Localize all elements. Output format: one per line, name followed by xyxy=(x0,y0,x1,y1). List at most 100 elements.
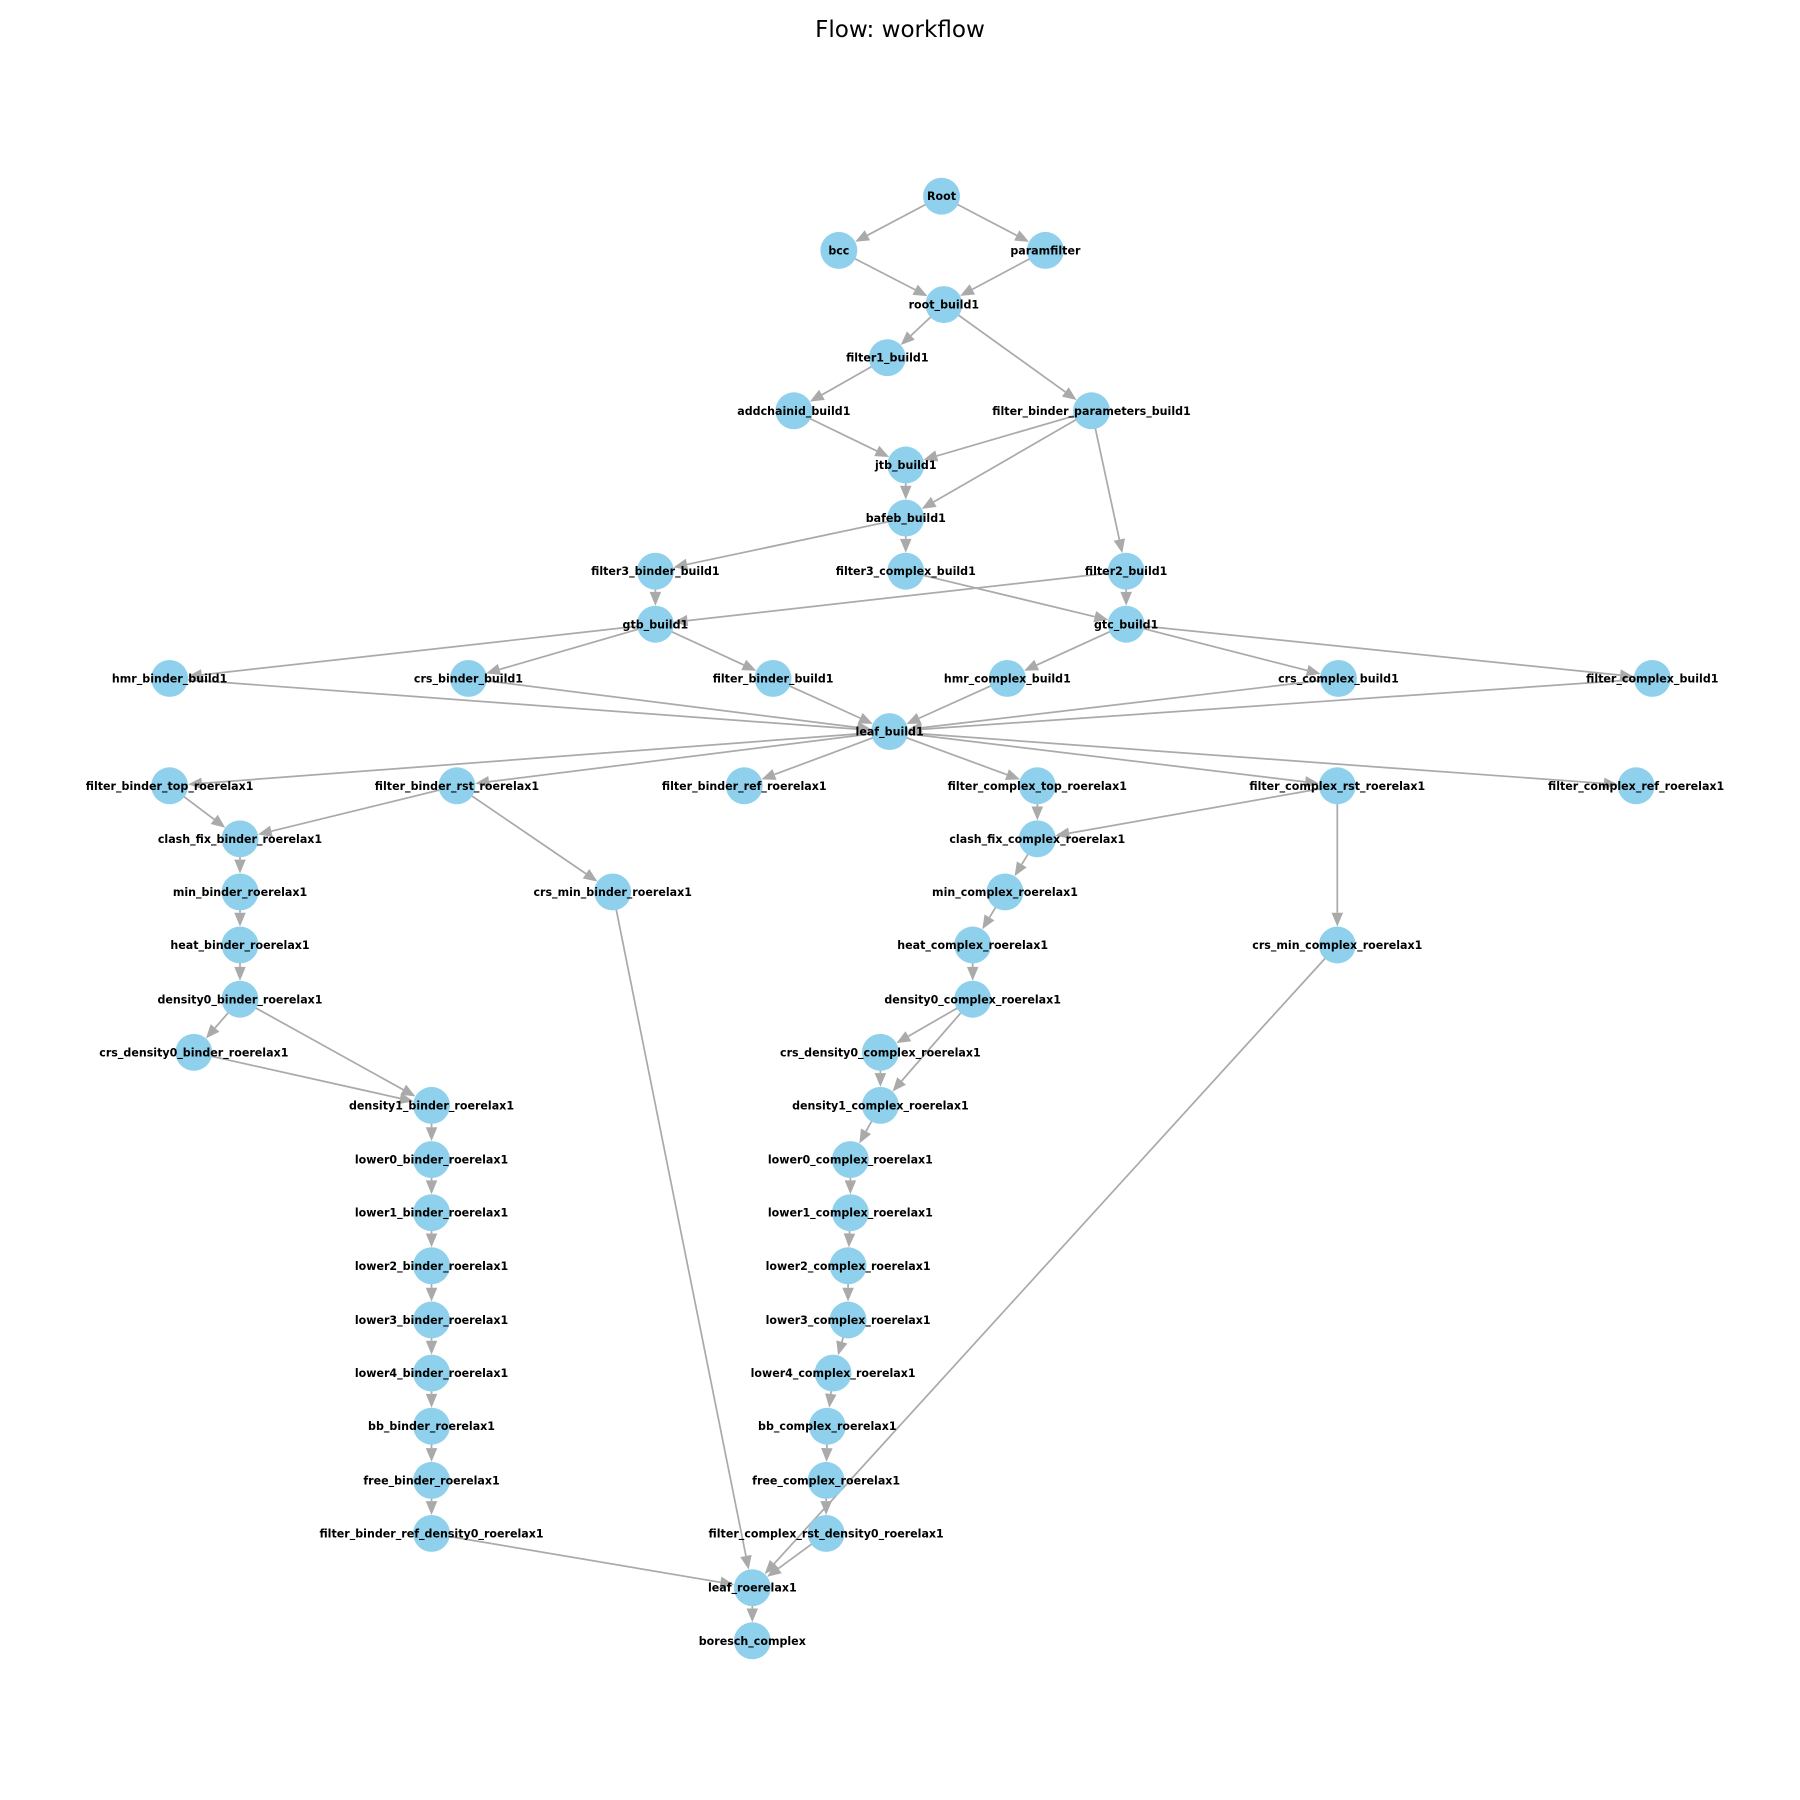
arrowhead-icon xyxy=(1014,861,1027,877)
edge-crs_density0_binder_roerelax1-to-density1_binder_roerelax1 xyxy=(193,1051,401,1100)
node-label-filter_binder_top_roerelax1: filter_binder_top_roerelax1 xyxy=(86,780,254,793)
node-lower2_binder_roerelax1[interactable] xyxy=(413,1247,450,1285)
node-label-min_complex_roerelax1: min_complex_roerelax1 xyxy=(932,886,1078,899)
node-filter_binder_build1[interactable] xyxy=(754,660,792,697)
node-lower2_complex_roerelax1[interactable] xyxy=(829,1247,867,1285)
edge-filter_complex_rst_roerelax1-to-clash_fix_complex_roerelax1 xyxy=(1068,784,1338,835)
node-filter_complex_build1[interactable] xyxy=(1633,660,1671,697)
node-density0_complex_roerelax1[interactable] xyxy=(954,980,992,1018)
node-addchainid_build1[interactable] xyxy=(775,392,813,430)
node-bb_binder_roerelax1[interactable] xyxy=(413,1407,450,1445)
node-label-filter_binder_ref_density0_roerelax1: filter_binder_ref_density0_roerelax1 xyxy=(319,1528,543,1541)
node-min_complex_roerelax1[interactable] xyxy=(986,873,1024,911)
node-lower0_complex_roerelax1[interactable] xyxy=(831,1141,869,1179)
node-filter3_binder_build1[interactable] xyxy=(636,552,674,590)
arrowhead-icon xyxy=(1061,387,1077,400)
node-filter_binder_ref_roerelax1[interactable] xyxy=(725,767,763,805)
node-jtb_build1[interactable] xyxy=(887,446,925,484)
node-filter_binder_ref_density0_roerelax1[interactable] xyxy=(413,1515,450,1552)
node-label-crs_min_binder_roerelax1: crs_min_binder_roerelax1 xyxy=(533,886,691,899)
node-hmr_complex_build1[interactable] xyxy=(988,660,1026,697)
node-filter_binder_top_roerelax1[interactable] xyxy=(151,767,189,805)
node-label-root_build1: root_build1 xyxy=(909,299,979,312)
arrowhead-icon xyxy=(844,1180,857,1195)
arrowhead-icon xyxy=(400,1084,416,1097)
node-label-lower3_complex_roerelax1: lower3_complex_roerelax1 xyxy=(766,1314,931,1327)
node-heat_complex_roerelax1[interactable] xyxy=(954,926,992,964)
node-lower3_binder_roerelax1[interactable] xyxy=(413,1301,450,1339)
arrowhead-icon xyxy=(425,1448,438,1462)
node-crs_density0_binder_roerelax1[interactable] xyxy=(175,1033,213,1071)
node-hmr_binder_build1[interactable] xyxy=(151,660,189,697)
node-crs_density0_complex_roerelax1[interactable] xyxy=(861,1033,899,1071)
node-label-clash_fix_complex_roerelax1: clash_fix_complex_roerelax1 xyxy=(949,833,1125,846)
node-filter2_build1[interactable] xyxy=(1107,552,1145,590)
node-crs_binder_build1[interactable] xyxy=(450,660,487,697)
node-gtb_build1[interactable] xyxy=(636,605,674,643)
arrowhead-icon xyxy=(1619,669,1634,681)
node-root_build1[interactable] xyxy=(925,286,963,324)
node-lower4_binder_roerelax1[interactable] xyxy=(413,1354,450,1392)
node-filter_binder_parameters_build1[interactable] xyxy=(1073,392,1110,430)
node-label-free_binder_roerelax1: free_binder_roerelax1 xyxy=(363,1474,499,1487)
node-lower1_binder_roerelax1[interactable] xyxy=(413,1194,450,1232)
node-leaf_roerelax1[interactable] xyxy=(733,1569,771,1607)
node-crs_min_complex_roerelax1[interactable] xyxy=(1318,926,1356,964)
node-lower4_complex_roerelax1[interactable] xyxy=(814,1354,852,1392)
edge-filter_binder_parameters_build1-to-bafeb_build1 xyxy=(933,410,1092,503)
arrowhead-icon xyxy=(475,776,490,788)
arrowhead-icon xyxy=(425,1127,438,1142)
node-filter_complex_rst_density0_roerelax1[interactable] xyxy=(807,1515,845,1552)
node-min_binder_roerelax1[interactable] xyxy=(221,873,259,911)
node-label-bcc: bcc xyxy=(828,244,849,257)
node-lower1_complex_roerelax1[interactable] xyxy=(831,1194,869,1232)
node-boresch_complex[interactable] xyxy=(733,1622,771,1660)
node-density1_binder_roerelax1[interactable] xyxy=(413,1086,450,1124)
node-free_complex_roerelax1[interactable] xyxy=(807,1461,845,1499)
node-label-filter_binder_build1: filter_binder_build1 xyxy=(713,673,834,686)
node-clash_fix_complex_roerelax1[interactable] xyxy=(1018,820,1056,858)
node-heat_binder_roerelax1[interactable] xyxy=(221,926,259,964)
node-label-leaf_roerelax1: leaf_roerelax1 xyxy=(708,1582,797,1595)
node-filter_binder_rst_roerelax1[interactable] xyxy=(438,767,476,805)
arrowhead-icon xyxy=(740,1554,752,1570)
node-label-lower4_binder_roerelax1: lower4_binder_roerelax1 xyxy=(355,1367,508,1380)
node-Root[interactable] xyxy=(923,177,960,215)
node-lower0_binder_roerelax1[interactable] xyxy=(413,1141,450,1179)
arrowhead-icon xyxy=(234,912,246,927)
arrowhead-icon xyxy=(234,966,246,981)
node-paramfilter[interactable] xyxy=(1026,231,1064,269)
node-label-filter3_binder_build1: filter3_binder_build1 xyxy=(591,565,719,578)
arrowhead-icon xyxy=(187,669,203,681)
node-leaf_build1[interactable] xyxy=(871,713,909,750)
node-filter3_complex_build1[interactable] xyxy=(887,552,925,590)
node-gtc_build1[interactable] xyxy=(1107,605,1145,643)
node-filter_complex_rst_roerelax1[interactable] xyxy=(1318,767,1356,805)
node-crs_min_binder_roerelax1[interactable] xyxy=(594,873,632,911)
node-density0_binder_roerelax1[interactable] xyxy=(221,980,259,1018)
node-bb_complex_roerelax1[interactable] xyxy=(808,1407,846,1445)
arrowhead-icon xyxy=(825,1393,837,1408)
arrowhead-icon xyxy=(673,558,689,571)
node-crs_complex_build1[interactable] xyxy=(1320,660,1357,697)
arrowhead-icon xyxy=(1031,806,1044,821)
node-label-lower1_binder_roerelax1: lower1_binder_roerelax1 xyxy=(355,1207,508,1220)
arrowhead-icon xyxy=(906,712,922,724)
diagram-title: Flow: workflow xyxy=(815,17,985,43)
node-bcc[interactable] xyxy=(820,231,858,269)
node-label-lower1_complex_roerelax1: lower1_complex_roerelax1 xyxy=(768,1207,933,1220)
node-filter1_build1[interactable] xyxy=(868,339,906,377)
node-filter_complex_top_roerelax1[interactable] xyxy=(1018,767,1056,805)
node-label-boresch_complex: boresch_complex xyxy=(699,1635,806,1648)
node-bafeb_build1[interactable] xyxy=(887,499,925,537)
node-density1_complex_roerelax1[interactable] xyxy=(861,1086,899,1124)
node-label-crs_complex_build1: crs_complex_build1 xyxy=(1278,673,1399,686)
node-filter_complex_ref_roerelax1[interactable] xyxy=(1617,767,1655,805)
edge-leaf_build1-to-filter_binder_top_roerelax1 xyxy=(201,730,890,785)
node-lower3_complex_roerelax1[interactable] xyxy=(829,1301,867,1339)
arrowhead-icon xyxy=(809,389,825,402)
node-free_binder_roerelax1[interactable] xyxy=(413,1461,450,1499)
arrowhead-icon xyxy=(673,614,689,627)
arrowhead-icon xyxy=(855,230,871,242)
node-clash_fix_binder_roerelax1[interactable] xyxy=(221,820,259,858)
